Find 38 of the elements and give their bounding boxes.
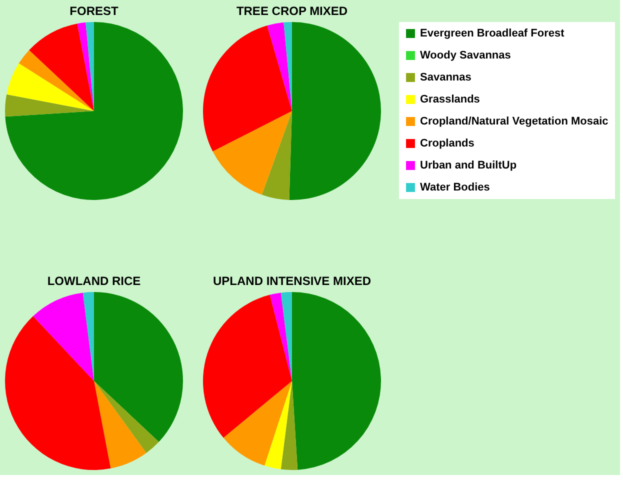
pie-slice [5,22,183,200]
legend-label: Grasslands [420,94,480,106]
pie-slice [94,381,159,454]
legend-label: Cropland/Natural Vegetation Mosaic [420,116,608,128]
chart-title: LOWLAND RICE [47,274,141,288]
pie-slice [29,24,94,111]
pie-slice [280,381,298,470]
pie-slice [94,292,183,442]
legend-label: Croplands [420,138,474,150]
chart-title: TREE CROP MIXED [236,4,348,18]
legend-label: Water Bodies [420,182,490,194]
pie-slice [94,381,146,468]
pie-slice [270,292,292,381]
pie-slice [5,316,111,470]
pie-slice [264,381,292,470]
pie-slice [267,22,292,111]
pie-slice [203,26,292,152]
legend-label: Savannas [420,72,472,84]
pie-slice [284,22,292,111]
pie-slice [289,22,381,200]
pie-slice [223,381,292,466]
pie-slice [203,294,292,438]
legend-label: Urban and BuiltUp [420,160,517,172]
pie-slice [6,63,94,111]
pie-slice [280,292,292,381]
legend-label: Evergreen Broadleaf Forest [420,28,565,40]
pie-slice [212,111,292,195]
pie-slice [5,94,94,117]
pie-slice [33,292,94,381]
pie-slice [18,50,94,111]
pie-slice [82,292,94,381]
pie-slice [262,111,292,200]
pie-slice [77,22,94,111]
chart-title: FOREST [70,4,119,18]
pie-slice [86,22,94,111]
chart-title: UPLAND INTENSIVE MIXED [212,274,372,288]
legend-label: Woody Savannas [420,50,511,62]
pie-slice [292,292,381,470]
